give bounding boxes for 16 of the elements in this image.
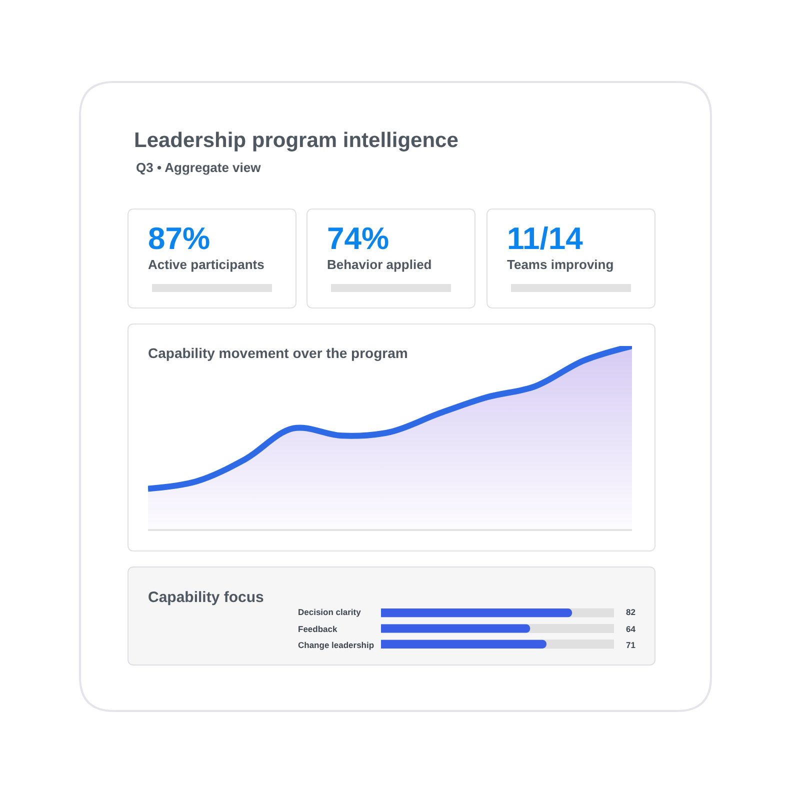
y-tick-label: Decision clarity: [298, 607, 362, 617]
text: 87%: [148, 221, 210, 256]
text: Behavior applied: [327, 257, 432, 272]
chart-title: Capability movement over the program: [148, 345, 408, 361]
text: 74%: [327, 221, 390, 256]
data-label: 64: [626, 624, 636, 634]
y-tick-label: Feedback: [298, 624, 338, 634]
text: Capability focus: [148, 589, 264, 606]
text: Active participants: [148, 257, 264, 272]
text: 11/14: [507, 221, 584, 256]
text: Teams improving: [507, 257, 614, 272]
data-label: 71: [626, 640, 636, 650]
y-tick-label: Change leadership: [298, 640, 374, 650]
text: Leadership program intelligence: [134, 129, 458, 152]
text: Q3 • Aggregate view: [136, 160, 262, 175]
data-label: 82: [626, 607, 636, 617]
